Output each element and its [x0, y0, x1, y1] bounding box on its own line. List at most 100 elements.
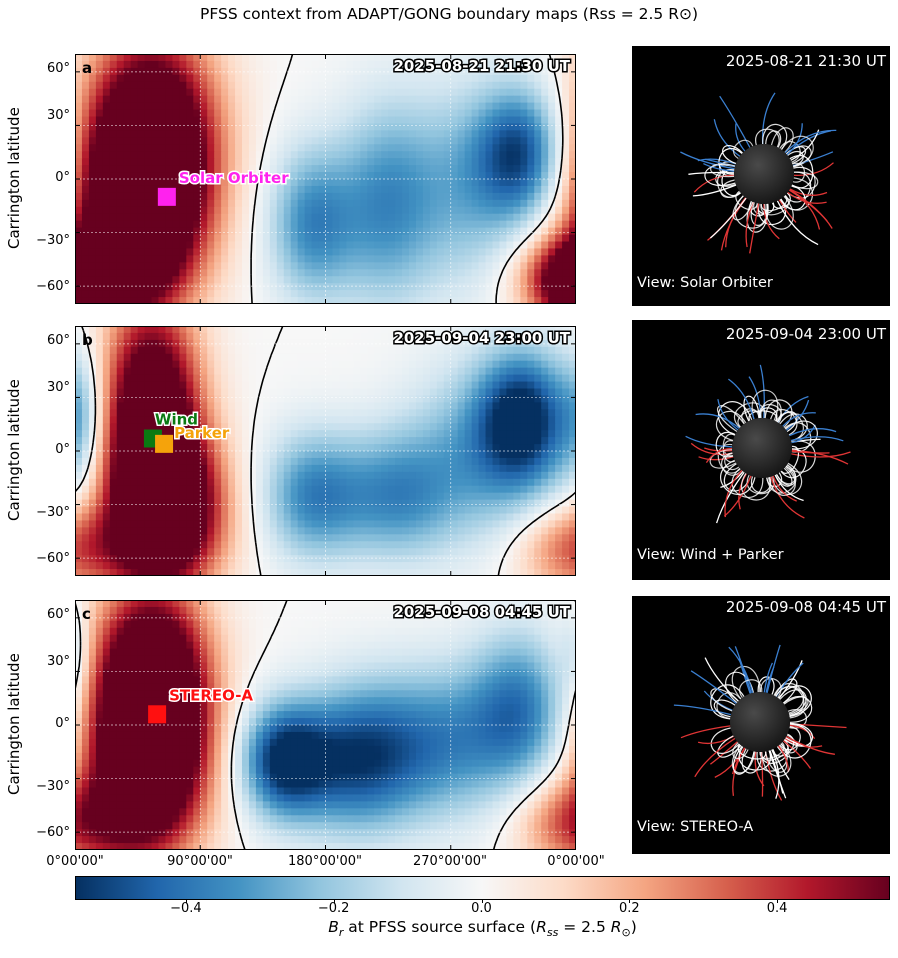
heatmap-cell [367, 360, 375, 369]
heatmap-cell [304, 220, 313, 229]
heatmap-cell [562, 492, 570, 501]
heatmap-cell [130, 339, 139, 348]
heatmap-cell [555, 360, 563, 369]
heatmap-cell [534, 206, 542, 215]
heatmap-cell [200, 151, 208, 159]
heatmap-cell [527, 478, 535, 487]
heatmap-cell [102, 109, 111, 118]
heatmap-cell [193, 234, 201, 243]
heatmap-cell [276, 374, 285, 383]
heatmap-cell [269, 416, 278, 424]
heatmap-cell [228, 192, 236, 201]
heatmap-cell [248, 492, 257, 501]
heatmap-cell [555, 381, 563, 390]
heatmap-cell [144, 457, 153, 466]
heatmap-cell [186, 234, 194, 243]
heatmap-cell [95, 471, 104, 480]
heatmap-cell [297, 527, 306, 535]
heatmap-cell [144, 381, 153, 390]
heatmap-cell [360, 234, 368, 243]
heatmap-cell [415, 185, 424, 194]
heatmap-cell [339, 297, 347, 304]
heatmap-cell [450, 199, 459, 208]
heatmap-cell [464, 457, 473, 466]
heatmap-cell [548, 54, 556, 62]
heatmap-cell [485, 451, 494, 459]
heatmap-cell [262, 102, 271, 111]
heatmap-cell [283, 199, 292, 208]
heatmap-cell [123, 326, 132, 334]
heatmap-cell [248, 81, 257, 90]
heatmap-cell [534, 241, 542, 250]
open-field-line [692, 184, 737, 197]
heatmap-cell [262, 130, 271, 138]
heatmap-cell [367, 241, 375, 250]
heatmap-cell [262, 116, 271, 125]
heatmap-cell [450, 130, 459, 138]
heatmap-cell [367, 353, 375, 362]
heatmap-cell [436, 513, 445, 522]
heatmap-cell [221, 451, 229, 459]
heatmap-cell [179, 478, 187, 487]
heatmap-cell [541, 367, 549, 376]
heatmap-cell [248, 172, 257, 180]
heatmap-cell [179, 227, 187, 236]
heatmap-cell [318, 269, 327, 277]
heatmap-cell [381, 297, 389, 304]
heatmap-cell [485, 499, 494, 508]
heatmap-cell [75, 109, 83, 118]
heatmap-cell [242, 255, 250, 263]
open-field-line [749, 203, 760, 254]
heatmap-cell [144, 534, 153, 542]
heatmap-cell [415, 179, 424, 187]
heatmap-cell [144, 423, 153, 431]
heatmap-cell [172, 234, 180, 243]
heatmap-cell [429, 499, 438, 508]
heatmap-cell [235, 151, 243, 159]
heatmap-cell [151, 506, 160, 515]
heatmap-cell [541, 374, 549, 383]
heatmap-cell [395, 130, 403, 138]
heatmap-cell [499, 276, 508, 284]
heatmap-cell [193, 248, 201, 256]
heatmap-cell [443, 241, 452, 250]
heatmap-cell [172, 88, 180, 97]
heatmap-cell [262, 416, 271, 424]
heatmap-cell [75, 471, 83, 480]
heatmap-cell [276, 464, 285, 473]
heatmap-cell [207, 367, 215, 376]
field-line-render-a [680, 92, 837, 254]
heatmap-cell [283, 381, 292, 390]
heatmap-cell [562, 534, 570, 542]
heatmap-cell [137, 402, 146, 410]
heatmap-cell [457, 276, 466, 284]
heatmap-cell [179, 220, 187, 229]
heatmap-cell [353, 116, 361, 125]
heatmap-cell [485, 248, 494, 256]
heatmap-cell [200, 326, 208, 334]
heatmap-cell [402, 478, 410, 487]
heatmap-cell [339, 206, 347, 215]
heatmap-cell [436, 123, 445, 131]
heatmap-cell [346, 430, 354, 438]
heatmap-cell [464, 74, 473, 83]
heatmap-cell [144, 248, 153, 256]
heatmap-cell [367, 290, 375, 298]
heatmap-cell [422, 199, 431, 208]
heatmap-cell [471, 297, 480, 304]
heatmap-cell [102, 374, 111, 383]
heatmap-cell [207, 360, 215, 369]
heatmap-cell [228, 151, 236, 159]
heatmap-cell [276, 437, 285, 445]
heatmap-cell [492, 276, 501, 284]
heatmap-cell [429, 395, 438, 403]
heatmap-cell [255, 60, 264, 69]
heatmap-cell [318, 276, 327, 284]
heatmap-cell [109, 353, 118, 362]
heatmap-cell [228, 520, 236, 528]
heatmap-cell [457, 499, 466, 508]
heatmap-cell [269, 388, 278, 397]
heatmap-cell [332, 290, 341, 298]
heatmap-cell [360, 527, 368, 535]
heatmap-cell [102, 192, 111, 201]
